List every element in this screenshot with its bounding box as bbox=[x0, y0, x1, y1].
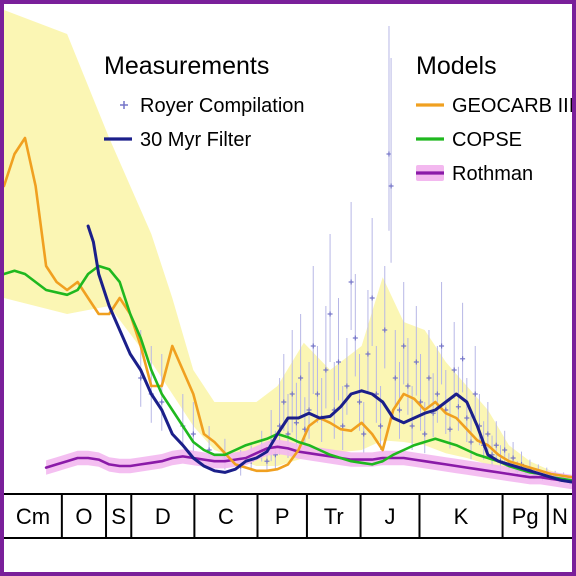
period-c: C bbox=[193, 494, 234, 538]
proxy-point bbox=[323, 306, 329, 409]
period-label: Pg bbox=[512, 504, 539, 529]
period-label: O bbox=[75, 504, 92, 529]
rothman-band-layer bbox=[46, 439, 572, 490]
legend-item-geocarb: GEOCARB III bbox=[416, 95, 572, 117]
proxy-point bbox=[439, 282, 445, 385]
period-label: J bbox=[385, 504, 396, 529]
legend-item-filter: 30 Myr Filter bbox=[104, 129, 251, 151]
legend-item-copse: COPSE bbox=[416, 129, 522, 151]
proxy-point bbox=[344, 338, 350, 415]
legend-item-royer: Royer Compilation bbox=[120, 95, 305, 117]
proxy-point bbox=[327, 234, 333, 362]
chart-frame: Cm O S D C P Tr J K Pg N Measurements Royer Compila… bbox=[4, 4, 572, 572]
proxy-point bbox=[426, 330, 432, 407]
series-layer bbox=[4, 136, 572, 484]
proxy-point bbox=[472, 346, 478, 423]
proxy-point bbox=[340, 386, 346, 450]
series-line-rothman bbox=[44, 445, 572, 484]
series-line-filter bbox=[86, 224, 572, 484]
proxy-point bbox=[464, 378, 470, 442]
legend-label: Royer Compilation bbox=[140, 95, 305, 117]
period-j: J bbox=[359, 494, 396, 538]
geocarb-range-envelope bbox=[4, 10, 572, 482]
co2-chart: Cm O S D C P Tr J K Pg N Measurements Royer Compila… bbox=[4, 10, 572, 539]
period-cm: Cm bbox=[16, 504, 50, 529]
period-label: N bbox=[552, 504, 568, 529]
legend-item-rothman: Rothman bbox=[416, 163, 533, 185]
rothman-band bbox=[46, 439, 572, 490]
period-n: N bbox=[546, 494, 568, 538]
period-label: S bbox=[111, 504, 126, 529]
proxy-point bbox=[369, 218, 375, 346]
legend-label: COPSE bbox=[452, 129, 522, 151]
proxy-point bbox=[382, 266, 388, 369]
measurements-legend: Measurements Royer Compilation 30 Myr Filt… bbox=[104, 52, 305, 151]
proxy-point bbox=[502, 430, 508, 462]
period-s: S bbox=[105, 494, 126, 538]
models-legend: Models GEOCARB III COPSE Rothman bbox=[416, 52, 572, 185]
proxy-point bbox=[392, 330, 398, 407]
period-pg: Pg bbox=[501, 494, 539, 538]
proxy-point bbox=[405, 338, 411, 415]
series-line-copse bbox=[4, 264, 572, 482]
proxy-point bbox=[447, 397, 453, 449]
proxy-point bbox=[388, 58, 394, 263]
period-label: D bbox=[155, 504, 171, 529]
proxy-point bbox=[190, 402, 196, 454]
legend-label: 30 Myr Filter bbox=[140, 129, 251, 151]
proxy-point bbox=[281, 354, 287, 431]
period-label: Cm bbox=[16, 504, 50, 529]
series-line-geocarb bbox=[4, 136, 572, 479]
models-legend-heading: Models bbox=[416, 52, 497, 80]
proxy-point bbox=[365, 290, 371, 393]
proxy-point bbox=[310, 266, 316, 394]
proxy-point bbox=[460, 302, 466, 393]
period-label: Tr bbox=[324, 504, 344, 529]
period-p: P bbox=[256, 494, 290, 538]
period-o: O bbox=[60, 494, 93, 538]
period-label: C bbox=[218, 504, 234, 529]
period-label: P bbox=[275, 504, 290, 529]
proxy-point bbox=[314, 346, 320, 423]
proxy-point bbox=[352, 274, 358, 377]
proxy-point bbox=[348, 202, 354, 330]
geocarb-range-layer bbox=[4, 10, 572, 482]
proxy-point bbox=[361, 402, 367, 454]
proxy-point bbox=[378, 386, 384, 450]
legend-label: GEOCARB III bbox=[452, 95, 572, 117]
proxy-point bbox=[413, 306, 419, 396]
legend-label: Rothman bbox=[452, 163, 533, 185]
proxy-point bbox=[451, 322, 457, 399]
period-label: K bbox=[454, 504, 469, 529]
measurements-legend-heading: Measurements bbox=[104, 52, 269, 80]
proxy-point bbox=[293, 382, 299, 447]
proxy-point bbox=[335, 298, 341, 401]
period-k: K bbox=[418, 494, 469, 538]
period-tr: Tr bbox=[305, 494, 344, 538]
proxy-point bbox=[298, 314, 304, 417]
proxy-point bbox=[289, 330, 295, 433]
legend: Measurements Royer Compilation 30 Myr Filt… bbox=[104, 52, 572, 185]
period-d: D bbox=[130, 494, 171, 538]
period-axis: Cm O S D C P Tr J K Pg N bbox=[4, 493, 572, 539]
proxy-point bbox=[401, 282, 407, 385]
